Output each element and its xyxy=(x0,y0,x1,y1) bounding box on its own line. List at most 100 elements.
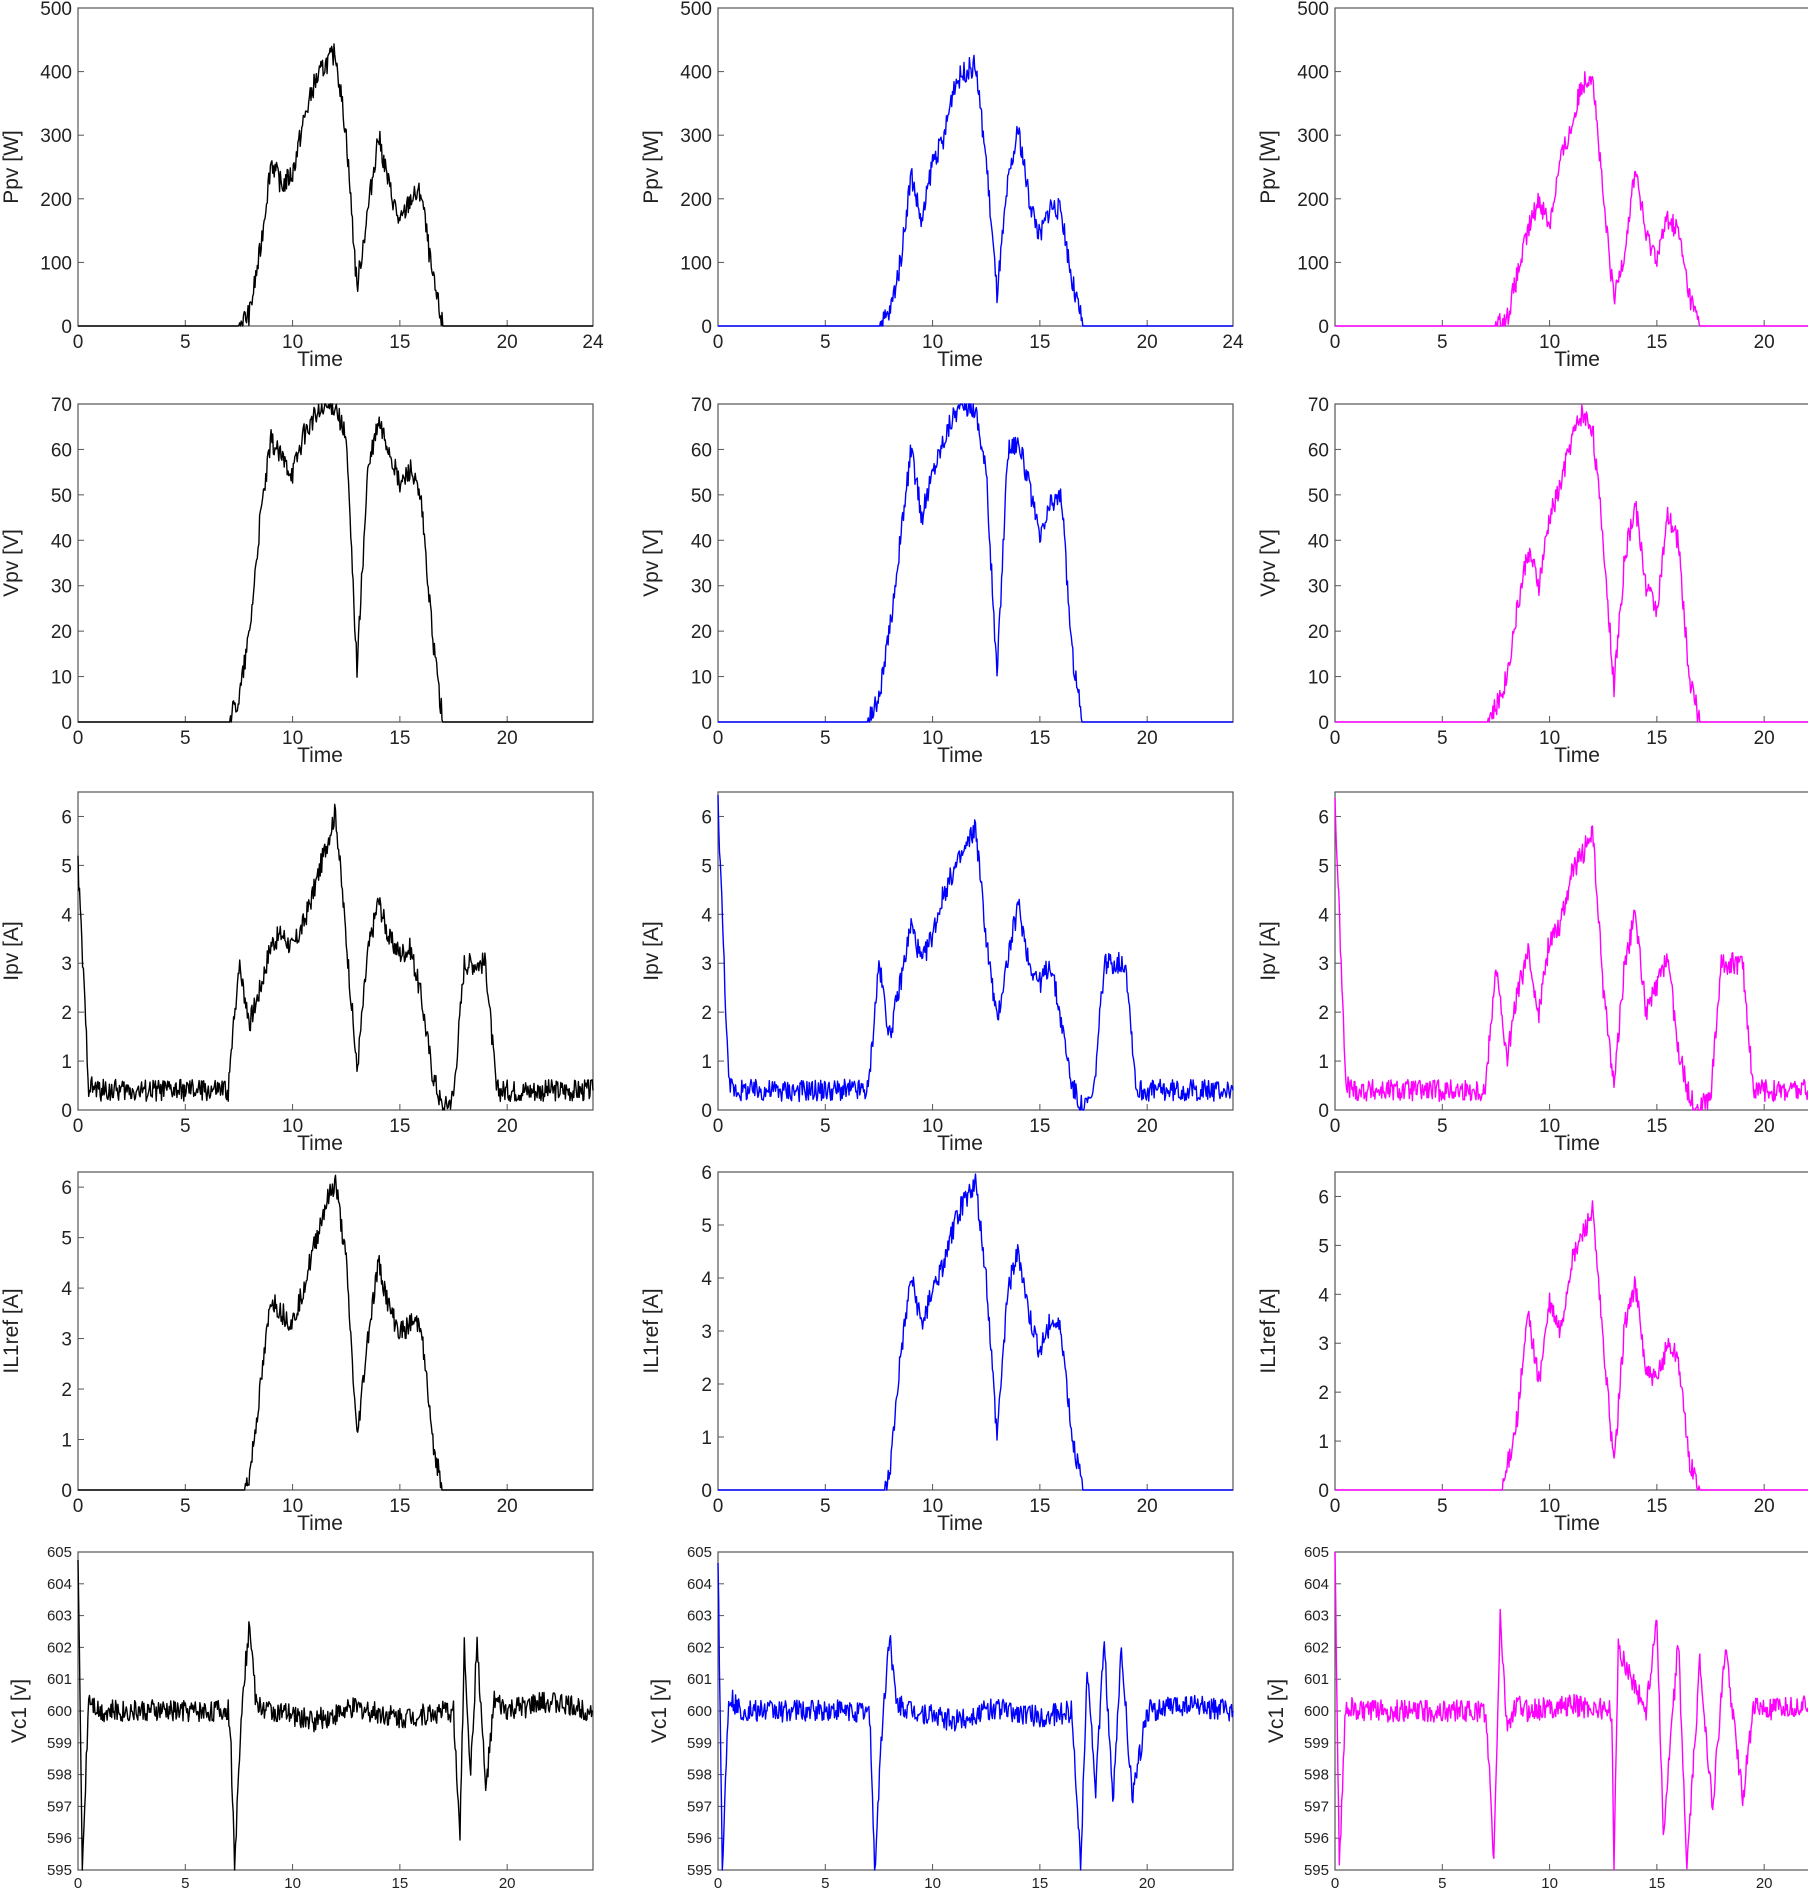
x-tick-label: 0 xyxy=(1331,1875,1339,1890)
y-tick-label: 500 xyxy=(1297,0,1329,20)
y-tick-label: 1 xyxy=(701,1428,712,1449)
y-tick-label: 602 xyxy=(1304,1639,1329,1656)
series-line xyxy=(717,1562,1234,1871)
x-tick-label: 20 xyxy=(1137,1496,1158,1517)
y-tick-label: 100 xyxy=(1297,253,1329,274)
y-tick-label: 605 xyxy=(1304,1544,1329,1561)
y-tick-label: 1 xyxy=(61,1052,72,1073)
plot-frame xyxy=(717,7,1234,327)
x-tick-label: 15 xyxy=(389,332,410,353)
y-tick-label: 600 xyxy=(47,1703,72,1720)
y-tick-label: 3 xyxy=(1318,954,1329,975)
x-tick-label: 15 xyxy=(389,728,410,749)
x-axis-label: Time xyxy=(937,1132,983,1155)
y-tick-label: 6 xyxy=(701,807,712,828)
x-tick-label: 10 xyxy=(1541,1875,1558,1890)
chart-panel-r1-c0: 0 10 20 30 40 50 60 70 0 5 10 15 20 Time Vpv [V] xyxy=(0,395,594,767)
y-tick-label: 1 xyxy=(61,1431,72,1452)
y-axis-label: Ipv [A] xyxy=(0,921,23,981)
x-tick-label: 0 xyxy=(73,1496,84,1517)
x-axis-label: Time xyxy=(297,1512,343,1535)
plot-frame xyxy=(1334,403,1808,723)
x-axis-label: Time xyxy=(1554,348,1600,371)
x-tick-label: 15 xyxy=(1649,1875,1666,1890)
y-tick-label: 2 xyxy=(61,1380,72,1401)
y-tick-label: 6 xyxy=(1318,807,1329,828)
y-tick-label: 601 xyxy=(47,1671,72,1688)
x-axis-label: Time xyxy=(937,744,983,767)
x-tick-label: 0 xyxy=(73,728,84,749)
y-tick-label: 70 xyxy=(1308,395,1329,416)
y-tick-label: 60 xyxy=(691,440,712,461)
x-tick-label: 20 xyxy=(1756,1875,1773,1890)
x-tick-label: 10 xyxy=(922,1116,943,1137)
y-tick-label: 602 xyxy=(687,1639,712,1656)
x-tick-label: 0 xyxy=(1330,332,1341,353)
chart-panel-r0-c0: 0 100 200 300 400 500 0 5 10 15 20 24 Time Ppv [W] xyxy=(0,0,604,371)
series-line xyxy=(78,1174,593,1491)
y-axis-label: Ipv [A] xyxy=(640,921,663,981)
y-tick-label: 598 xyxy=(47,1767,72,1784)
x-tick-label: 5 xyxy=(820,1116,831,1137)
x-tick-label: 20 xyxy=(1139,1875,1156,1890)
y-tick-label: 400 xyxy=(40,63,72,84)
x-tick-label: 5 xyxy=(180,728,191,749)
y-tick-label: 0 xyxy=(61,713,72,734)
y-tick-label: 3 xyxy=(701,1322,712,1343)
x-tick-label: 5 xyxy=(1437,728,1448,749)
x-tick-label: 0 xyxy=(713,1116,724,1137)
y-tick-label: 50 xyxy=(51,486,72,507)
y-axis-label: Vc1 [v] xyxy=(648,1679,671,1743)
y-tick-label: 602 xyxy=(47,1639,72,1656)
x-tick-label: 0 xyxy=(713,728,724,749)
y-tick-label: 0 xyxy=(701,1481,712,1502)
x-tick-label: 10 xyxy=(1539,728,1560,749)
chart-panel-r3-c0: 0 1 2 3 4 5 6 0 5 10 15 20 Time IL1ref [A] xyxy=(0,1171,594,1535)
y-tick-label: 60 xyxy=(1308,440,1329,461)
x-axis-label: Time xyxy=(1554,1512,1600,1535)
y-tick-label: 0 xyxy=(701,317,712,338)
x-tick-label: 20 xyxy=(1137,332,1158,353)
y-tick-label: 0 xyxy=(1318,1481,1329,1502)
y-tick-label: 1 xyxy=(1318,1052,1329,1073)
y-tick-label: 50 xyxy=(691,486,712,507)
y-tick-label: 0 xyxy=(61,317,72,338)
y-tick-label: 40 xyxy=(691,531,712,552)
y-tick-label: 598 xyxy=(687,1767,712,1784)
x-tick-label: 0 xyxy=(73,1116,84,1137)
y-tick-label: 600 xyxy=(687,1703,712,1720)
y-tick-label: 596 xyxy=(1304,1830,1329,1847)
x-tick-label: 0 xyxy=(1330,1116,1341,1137)
y-tick-label: 20 xyxy=(691,622,712,643)
x-tick-label: 15 xyxy=(389,1496,410,1517)
x-tick-label: 5 xyxy=(1437,1496,1448,1517)
chart-panel-r0-c1: 0 100 200 300 400 500 0 5 10 15 20 24 Time Ppv [W] xyxy=(640,0,1244,371)
y-axis-label: Vpv [V] xyxy=(1257,529,1280,597)
x-axis-label: Time xyxy=(1554,1132,1600,1155)
x-tick-label: 20 xyxy=(497,1116,518,1137)
x-tick-label: 5 xyxy=(820,1496,831,1517)
y-tick-label: 599 xyxy=(47,1735,72,1752)
y-tick-label: 3 xyxy=(1318,1334,1329,1355)
x-tick-label: 5 xyxy=(181,1875,189,1890)
y-tick-label: 70 xyxy=(51,395,72,416)
x-axis-label: Time xyxy=(297,348,343,371)
y-tick-label: 20 xyxy=(51,622,72,643)
x-tick-label: 10 xyxy=(1539,332,1560,353)
y-tick-label: 500 xyxy=(40,0,72,20)
y-tick-label: 2 xyxy=(1318,1383,1329,1404)
y-tick-label: 4 xyxy=(61,905,72,926)
x-tick-label: 15 xyxy=(1032,1875,1049,1890)
y-tick-label: 3 xyxy=(61,1330,72,1351)
plot-frame xyxy=(77,403,594,723)
y-tick-label: 2 xyxy=(701,1375,712,1396)
x-axis-label: Time xyxy=(937,348,983,371)
series-line xyxy=(77,803,594,1111)
y-tick-label: 4 xyxy=(1318,905,1329,926)
y-tick-label: 3 xyxy=(701,954,712,975)
y-tick-label: 1 xyxy=(1318,1432,1329,1453)
x-tick-label: 15 xyxy=(1646,728,1667,749)
x-tick-label: 0 xyxy=(713,332,724,353)
y-tick-label: 6 xyxy=(701,1163,712,1184)
y-tick-label: 40 xyxy=(51,531,72,552)
